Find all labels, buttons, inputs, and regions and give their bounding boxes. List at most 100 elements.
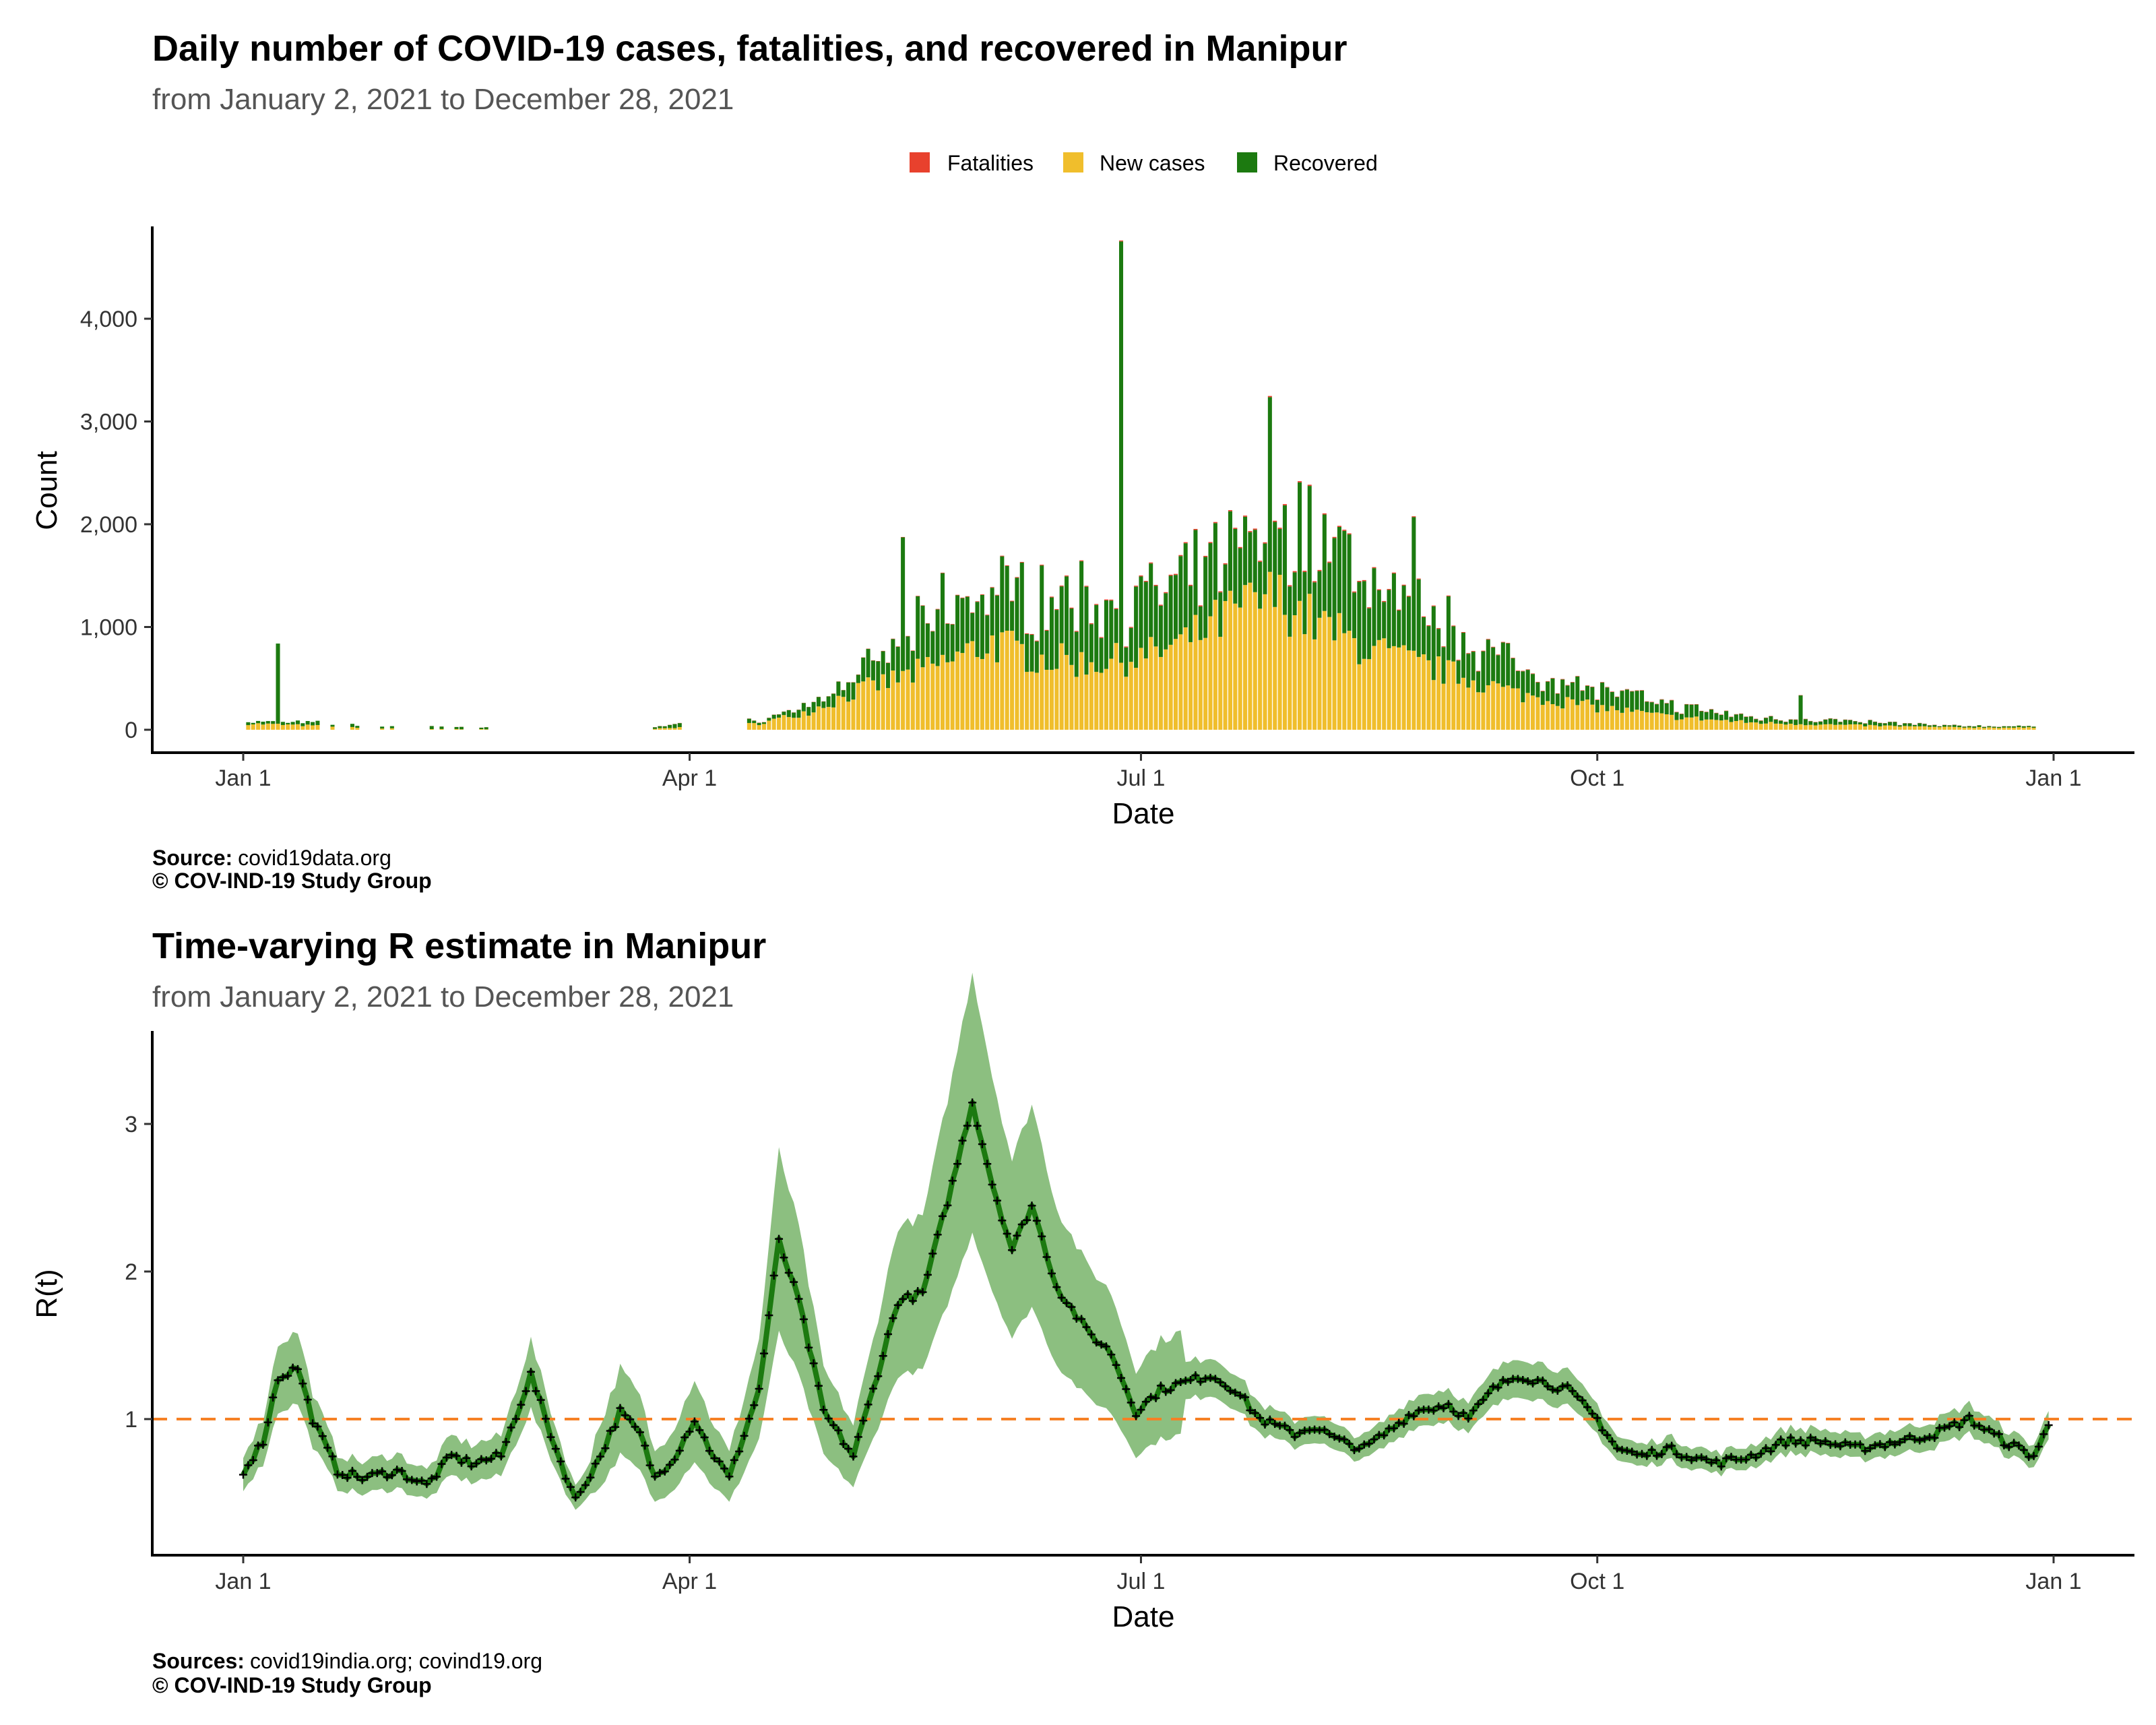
r-point [1489,1382,1498,1391]
bar-recovered [1853,721,1858,724]
bar-recovered [1659,699,1664,714]
bar-recovered [454,726,459,729]
bar-new-cases [256,723,261,730]
bar-recovered [1298,482,1302,601]
bar-new-cases [1282,615,1287,730]
bar-recovered [1203,557,1208,638]
bar-new-cases [1352,638,1357,730]
r-point [249,1455,257,1464]
bar-new-cases [950,661,955,730]
r-point [1901,1435,1909,1443]
bar-fatalities [1550,678,1555,679]
bar-new-cases [1639,711,1645,730]
bar-new-cases [1823,724,1828,730]
bar-recovered [796,710,801,718]
bar-new-cases [1134,668,1139,730]
bar-fatalities [1382,600,1387,602]
bar-recovered [286,722,290,725]
bar-new-cases [1243,585,1248,730]
r-point [1647,1445,1656,1454]
bar-new-cases [1912,726,1917,730]
bar-new-cases [1709,719,1714,730]
bar-fatalities [910,650,915,652]
r-point [1092,1338,1101,1347]
bar-fatalities [1491,646,1496,648]
r-point [536,1395,545,1404]
bar-recovered [295,720,300,724]
r-point [645,1461,654,1470]
bar-recovered [1794,720,1798,725]
r-point [1895,1438,1904,1447]
bar-recovered [1129,627,1133,662]
r-point [581,1480,590,1489]
r-point [1519,1375,1527,1384]
r-point [1186,1376,1195,1385]
bar-fatalities [1387,589,1391,590]
bar-recovered [1178,556,1183,635]
bar-fatalities [1645,701,1649,702]
r-point [1087,1330,1096,1339]
bar-new-cases [1376,639,1381,730]
r-point [1256,1414,1265,1422]
bar-recovered [1357,582,1362,664]
bar-new-cases [1267,571,1272,730]
bar-new-cases [916,658,920,730]
bar-fatalities [1506,642,1511,644]
bar-recovered [1267,397,1272,572]
bar-new-cases [1298,600,1302,730]
r-point [1474,1400,1483,1408]
bar-new-cases [1332,640,1337,730]
r-point [804,1343,813,1352]
bar-fatalities [1302,571,1307,572]
r-point [1017,1220,1026,1229]
bar-new-cases [380,728,385,730]
bar-recovered [1367,608,1372,660]
r-point [2034,1442,2043,1451]
bar-new-cases [1655,712,1659,730]
bar-recovered [895,646,900,683]
bar-recovered [1173,575,1178,639]
bar-new-cases [1694,716,1699,730]
bar-new-cases [1803,725,1808,730]
bar-new-cases [1659,713,1664,730]
bar-fatalities [1233,528,1238,529]
r-point [799,1315,808,1323]
bar-fatalities [1639,690,1645,691]
bar-recovered [2027,726,2031,728]
bar-new-cases [1649,712,1654,730]
bar-fatalities [950,623,955,625]
chart1-caption-copyright: © COV-IND-19 Study Group [152,869,432,893]
bar-recovered [1168,575,1173,645]
r-point [353,1472,362,1481]
bar-recovered [994,595,999,662]
r-point [1672,1450,1681,1459]
r-point [427,1474,436,1483]
legend-label-recovered: Recovered [1273,151,1378,175]
r-point [1861,1447,1870,1455]
bar-recovered [330,724,335,727]
r-point [1360,1440,1368,1449]
bar-recovered [1446,596,1451,660]
bar-fatalities [925,623,930,624]
bar-recovered [920,606,925,668]
bar-new-cases [1079,652,1084,730]
bar-recovered [677,723,682,728]
bar-fatalities [1600,682,1605,683]
bar-fatalities [1649,701,1654,703]
bar-new-cases [1178,634,1183,730]
r-point [1102,1342,1110,1351]
r-point [1365,1439,1374,1448]
bar-new-cases [1535,697,1540,730]
bar-fatalities [1253,528,1257,530]
r-point [293,1365,302,1373]
bar-fatalities [1709,709,1714,710]
bar-new-cases [1412,650,1416,730]
r-point [715,1457,724,1466]
r-point [1439,1404,1448,1412]
bar-new-cases [1992,727,1996,730]
bar-new-cases [1441,683,1446,730]
bar-fatalities [1357,581,1362,582]
r-point [1052,1283,1061,1292]
bar-recovered [1580,691,1585,701]
